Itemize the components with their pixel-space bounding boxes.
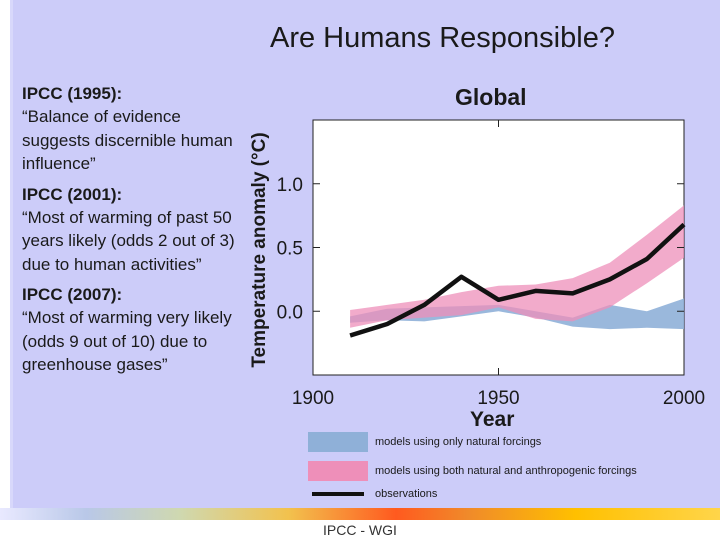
quote-heading: IPCC (2001):	[22, 184, 123, 204]
footer-area	[0, 520, 720, 540]
chart-title: Global	[455, 84, 527, 110]
band-anthropogenic-forcings	[350, 205, 684, 328]
x-tick-label: 1900	[292, 388, 334, 409]
legend-swatch-observations	[308, 484, 368, 504]
y-tick-label: 0.5	[277, 239, 303, 260]
quote-text: “Most of warming very likely (odds 9 out…	[22, 308, 232, 374]
quote-heading: IPCC (1995):	[22, 84, 123, 103]
observations-line	[349, 222, 686, 338]
legend-natural: models using only natural forcings	[308, 432, 541, 452]
legend-line-observations	[312, 492, 364, 496]
decorative-color-bar	[0, 508, 720, 520]
plot-area	[312, 119, 685, 376]
quote-1995: IPCC (1995): “Balance of evidence sugges…	[22, 83, 252, 176]
y-tick-label: 0.0	[277, 302, 303, 323]
legend-swatch-natural	[308, 432, 368, 452]
ipcc-quotes: IPCC (1995): “Balance of evidence sugges…	[22, 83, 252, 385]
legend-observations: observations	[308, 484, 437, 504]
x-tick-label: 1950	[477, 388, 519, 409]
footer-text: IPCC - WGI	[323, 522, 397, 538]
legend-swatch-anthropogenic	[308, 461, 368, 481]
legend-anthropogenic: models using both natural and anthropoge…	[308, 461, 637, 481]
legend-label-anthropogenic: models using both natural and anthropoge…	[375, 465, 637, 477]
quote-text: “Balance of evidence suggests discernibl…	[22, 107, 233, 173]
left-edge-strip	[0, 0, 10, 520]
x-axis-label: Year	[470, 408, 515, 431]
legend-label-observations: observations	[375, 488, 438, 500]
quote-2007: IPCC (2007): “Most of warming very likel…	[22, 284, 252, 377]
band-natural-forcings	[350, 298, 684, 330]
quote-heading: IPCC (2007):	[22, 285, 123, 304]
y-tick-label: 1.0	[277, 175, 303, 196]
x-tick-label: 2000	[663, 388, 705, 409]
slide-title: Are Humans Responsible?	[270, 22, 615, 54]
quote-text: “Most of warming of past 50 years likely…	[22, 207, 235, 274]
left-edge-divider	[10, 0, 13, 520]
quote-2001: IPCC (2001): “Most of warming of past 50…	[22, 184, 252, 277]
legend-label-natural: models using only natural forcings	[375, 436, 542, 448]
